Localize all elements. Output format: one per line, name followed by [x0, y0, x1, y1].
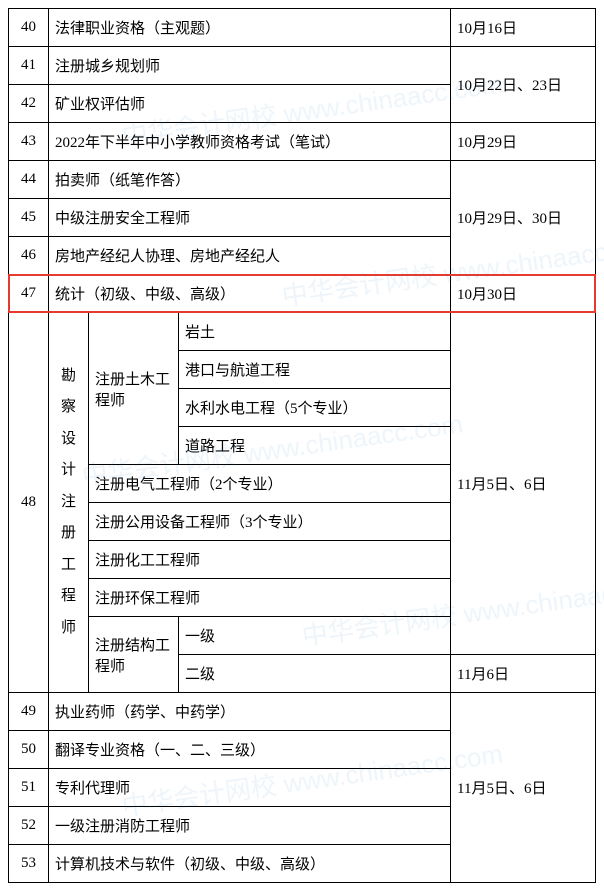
exam-name: 计算机技术与软件（初级、中级、高级） [49, 845, 451, 883]
exam-date: 10月16日 [451, 9, 596, 47]
exam-name: 翻译专业资格（一、二、三级） [49, 731, 451, 769]
row-number: 48 [9, 313, 49, 693]
row-number: 50 [9, 731, 49, 769]
exam-name: 法律职业资格（主观题） [49, 9, 451, 47]
exam-date: 11月5日、6日 [451, 313, 596, 655]
exam-subgroup: 注册结构工程师 [89, 617, 179, 693]
row-number: 51 [9, 769, 49, 807]
exam-name: 中级注册安全工程师 [49, 199, 451, 237]
row-number: 53 [9, 845, 49, 883]
row-number: 47 [9, 275, 49, 313]
row-number: 41 [9, 47, 49, 85]
exam-name: 2022年下半年中小学教师资格考试（笔试） [49, 123, 451, 161]
row-number: 49 [9, 693, 49, 731]
row-number: 52 [9, 807, 49, 845]
exam-name: 一级注册消防工程师 [49, 807, 451, 845]
exam-name: 房地产经纪人协理、房地产经纪人 [49, 237, 451, 275]
table-row: 41 注册城乡规划师 10月22日、23日 [9, 47, 596, 85]
table-row: 44 拍卖师（纸笔作答） 10月29日、30日 [9, 161, 596, 199]
exam-date: 11月6日 [451, 655, 596, 693]
row-number: 43 [9, 123, 49, 161]
table-row: 49 执业药师（药学、中药学） 11月5日、6日 [9, 693, 596, 731]
exam-name: 拍卖师（纸笔作答） [49, 161, 451, 199]
table-row: 43 2022年下半年中小学教师资格考试（笔试） 10月29日 [9, 123, 596, 161]
exam-name: 矿业权评估师 [49, 85, 451, 123]
row-number: 44 [9, 161, 49, 199]
exam-item: 注册环保工程师 [89, 579, 451, 617]
exam-item: 水利水电工程（5个专业） [179, 389, 451, 427]
exam-group: 勘察设计注册工程师 [49, 313, 89, 693]
exam-date: 11月5日、6日 [451, 693, 596, 883]
exam-date: 10月30日 [451, 275, 596, 313]
exam-item: 注册电气工程师（2个专业） [89, 465, 451, 503]
exam-item: 注册公用设备工程师（3个专业） [89, 503, 451, 541]
exam-name: 专利代理师 [49, 769, 451, 807]
table-row: 40 法律职业资格（主观题） 10月16日 [9, 9, 596, 47]
exam-item: 道路工程 [179, 427, 451, 465]
row-number: 42 [9, 85, 49, 123]
exam-name: 统计（初级、中级、高级） [49, 275, 451, 313]
exam-item: 岩土 [179, 313, 451, 351]
row-number: 45 [9, 199, 49, 237]
exam-item: 注册化工工程师 [89, 541, 451, 579]
exam-item: 港口与航道工程 [179, 351, 451, 389]
row-number: 40 [9, 9, 49, 47]
table-row-highlighted: 47 统计（初级、中级、高级） 10月30日 [9, 275, 596, 313]
exam-date: 10月22日、23日 [451, 47, 596, 123]
table-row: 48 勘察设计注册工程师 注册土木工程师 岩土 11月5日、6日 [9, 313, 596, 351]
exam-name: 执业药师（药学、中药学） [49, 693, 451, 731]
exam-item: 一级 [179, 617, 451, 655]
exam-subgroup: 注册土木工程师 [89, 313, 179, 465]
row-number: 46 [9, 237, 49, 275]
exam-date: 10月29日 [451, 123, 596, 161]
exam-date: 10月29日、30日 [451, 161, 596, 275]
exam-item: 二级 [179, 655, 451, 693]
exam-schedule-table: 40 法律职业资格（主观题） 10月16日 41 注册城乡规划师 10月22日、… [8, 8, 596, 883]
exam-name: 注册城乡规划师 [49, 47, 451, 85]
